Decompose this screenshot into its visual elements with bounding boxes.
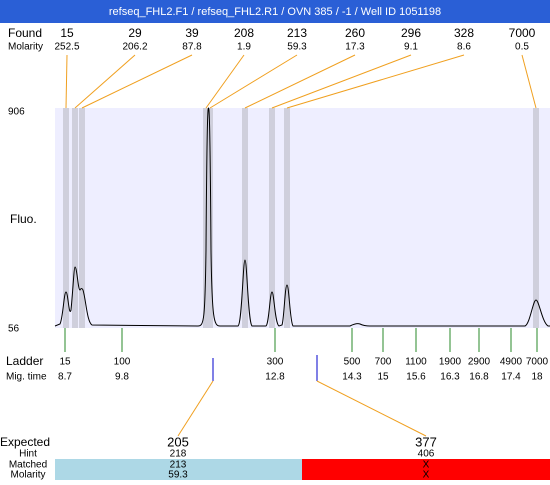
y-max: 906 [8, 107, 25, 118]
found-size: 15 [60, 26, 74, 40]
found-molarity: 87.8 [182, 42, 202, 53]
ladder-time: 8.7 [58, 372, 72, 383]
title-bar [0, 0, 550, 23]
ladder-time: 16.8 [469, 372, 489, 383]
ladder-time: 9.8 [115, 372, 129, 383]
matched-value: 213 [170, 460, 187, 471]
expected-label: Expected [0, 435, 50, 449]
y-min: 56 [8, 324, 20, 335]
peak-connector [521, 54, 537, 109]
found-molarity: 8.6 [457, 42, 471, 53]
ladder-time: 14.3 [342, 372, 362, 383]
peak-connector [209, 54, 298, 109]
ladder-size: 700 [375, 357, 392, 368]
unmatched-cell [302, 459, 550, 480]
title: refseq_FHL2.F1 / refseq_FHL2.R1 / OVN 38… [109, 6, 441, 18]
connector [316, 380, 427, 437]
found-molarity: 9.1 [404, 42, 418, 53]
hint-value: 218 [170, 449, 187, 460]
found-size: 208 [234, 26, 254, 40]
molarity-value: 59.3 [168, 470, 188, 480]
ladder-size: 15 [59, 357, 71, 368]
plot-area [55, 108, 550, 328]
matched-value: X [423, 460, 430, 471]
found-molarity: 0.5 [515, 42, 529, 53]
peak-connector [81, 54, 193, 109]
peak-connector [65, 54, 68, 109]
ladder-time: 16.3 [440, 372, 460, 383]
ladder-time: 17.4 [501, 372, 521, 383]
ladder-size: 1900 [439, 357, 462, 368]
found-size: 39 [185, 26, 199, 40]
ladder-time: 18 [531, 372, 543, 383]
found-label: Found [8, 26, 42, 40]
found-size: 328 [454, 26, 474, 40]
found-molarity: 206.2 [122, 42, 147, 53]
molarity-row-label: Molarity [10, 470, 45, 480]
found-size: 213 [287, 26, 307, 40]
ladder-size: 500 [344, 357, 361, 368]
found-size: 29 [128, 26, 142, 40]
matched-label: Matched [9, 460, 47, 471]
peak-connector [205, 54, 245, 109]
ladder-size: 7000 [526, 357, 549, 368]
found-molarity: 59.3 [287, 42, 307, 53]
expected-size: 205 [167, 434, 189, 449]
found-size: 296 [401, 26, 421, 40]
peak-bands [63, 108, 539, 328]
matched-cell [55, 459, 302, 480]
found-molarity: 1.9 [237, 42, 251, 53]
connector [177, 380, 214, 437]
ladder-size: 2900 [468, 357, 491, 368]
found-size: 7000 [509, 26, 536, 40]
ladder-size: 300 [267, 357, 284, 368]
ladder-time: 15 [377, 372, 389, 383]
mig-time-label: Mig. time [6, 372, 47, 383]
hint-label: Hint [19, 449, 37, 460]
molarity-value: X [423, 470, 430, 480]
peak-connector [286, 54, 465, 109]
molarity-label: Molarity [8, 42, 43, 53]
ladder-size: 1100 [405, 357, 427, 368]
hint-value: 406 [418, 449, 435, 460]
peak-connector [271, 54, 412, 109]
peak-connector [244, 54, 356, 109]
ladder-time: 12.8 [265, 372, 285, 383]
found-size: 260 [345, 26, 365, 40]
y-label: Fluo. [10, 212, 37, 226]
found-molarity: 252.5 [54, 42, 79, 53]
ladder-size: 4900 [500, 357, 523, 368]
ladder-label: Ladder [6, 354, 43, 368]
trace [54, 107, 550, 327]
ladder-size: 100 [114, 357, 131, 368]
peak-connector [74, 54, 136, 109]
expected-size: 377 [415, 434, 437, 449]
ladder-time: 15.6 [406, 372, 426, 383]
found-molarity: 17.3 [345, 42, 365, 53]
